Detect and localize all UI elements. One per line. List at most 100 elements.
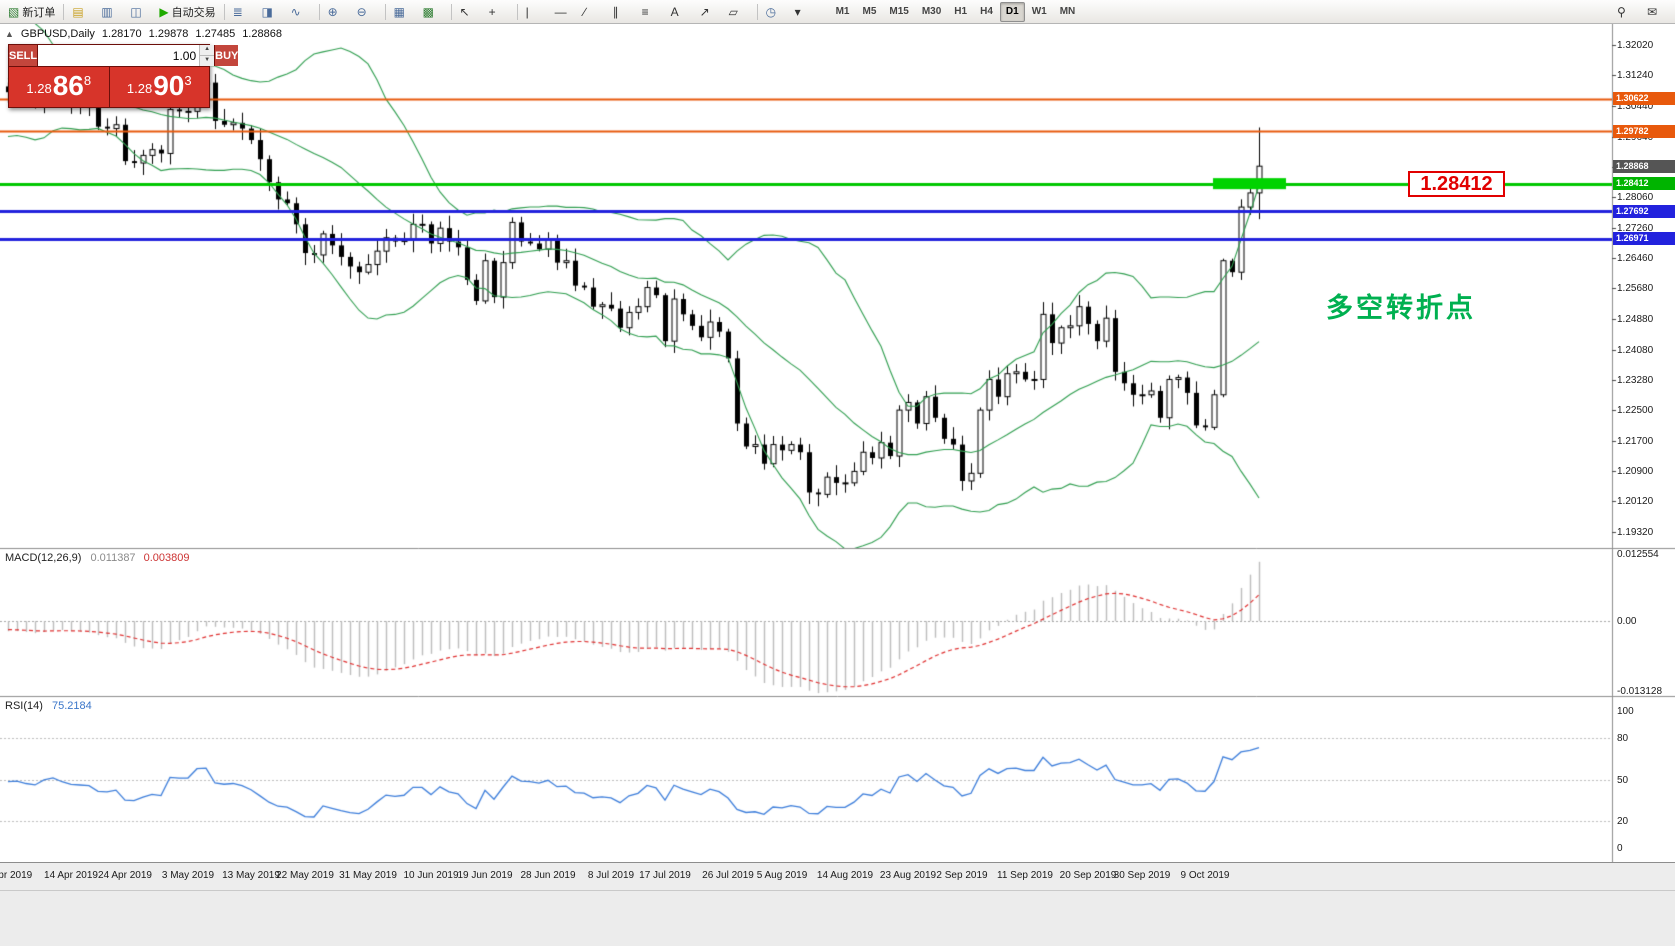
rsi-axis-label: 50 xyxy=(1617,774,1629,786)
ask-point: 3 xyxy=(184,73,192,88)
date-axis-label: 13 May 2019 xyxy=(222,870,280,881)
equidistant-channel-icon: ∥ xyxy=(612,4,619,19)
buy-button[interactable]: BUY xyxy=(214,45,239,66)
volume-down-button[interactable]: ▼ xyxy=(200,56,215,66)
zoom-in-button[interactable]: ⊕ xyxy=(324,1,352,23)
volume-up-button[interactable]: ▲ xyxy=(200,45,215,56)
timeframe-m1-button[interactable]: M1 xyxy=(835,5,850,17)
date-axis-label: 19 Jun 2019 xyxy=(457,870,513,881)
shapes-button[interactable]: ▱ xyxy=(725,1,753,23)
toolbar-separator xyxy=(384,3,386,20)
date-axis-label: 31 May 2019 xyxy=(339,870,397,881)
window-bottom-strip xyxy=(0,890,1675,946)
horizontal-line-button[interactable]: — xyxy=(551,1,579,23)
volume-input[interactable] xyxy=(38,45,200,66)
bar-chart-button[interactable]: ≣ xyxy=(229,1,257,23)
periods-button[interactable]: ◷ xyxy=(762,1,790,23)
date-axis-label: 17 Jul 2019 xyxy=(639,870,691,881)
volume-box: ▲ ▼ xyxy=(38,45,215,66)
ohlc-low: 1.27485 xyxy=(195,28,236,40)
toolbar-separator xyxy=(223,3,225,20)
data-window-icon: ◫ xyxy=(130,4,142,19)
date-axis-label: 8 Jul 2019 xyxy=(587,870,635,881)
toolbar-separator xyxy=(318,3,320,20)
indicators-icon: ▩ xyxy=(422,4,434,19)
indicators-button[interactable]: ▩ xyxy=(419,1,447,23)
date-axis-label: 9 Oct 2019 xyxy=(1180,870,1230,881)
template-button[interactable]: ▾ xyxy=(791,1,819,23)
autotrading-icon: ▶ xyxy=(159,4,169,19)
search-button[interactable]: ⚲ xyxy=(1613,1,1641,23)
zoom-out-button[interactable]: ⊖ xyxy=(353,1,381,23)
rsi-value: 75.2184 xyxy=(51,700,92,712)
ask-price-button[interactable]: 1.28 90 3 xyxy=(109,67,209,107)
date-axis-label: 30 Sep 2019 xyxy=(1113,870,1171,881)
cursor-button[interactable]: ↖ xyxy=(456,1,484,23)
timeframe-m5-button[interactable]: M5 xyxy=(862,5,877,17)
price-axis-label: 1.21700 xyxy=(1617,435,1654,447)
price-tag: 1.28868 xyxy=(1613,159,1675,173)
ohlc-high: 1.29878 xyxy=(148,28,189,40)
timeframe-m15-button[interactable]: M15 xyxy=(889,5,909,17)
bid-base: 1.28 xyxy=(26,81,52,96)
macd-main-value: 0.011387 xyxy=(90,552,136,564)
text-button[interactable]: A xyxy=(667,1,695,23)
toolbar-right-group: ⚲ ✉ xyxy=(1613,1,1671,23)
autotrading-button[interactable]: ▶ 自动交易 xyxy=(155,1,219,23)
price-axis-label: 1.20900 xyxy=(1617,466,1654,478)
macd-label: MACD(12,26,9) xyxy=(5,552,82,564)
date-axis-label: 5 Aug 2019 xyxy=(756,870,808,881)
equidistant-channel-button[interactable]: ∥ xyxy=(609,1,637,23)
arrows-icon: ↗ xyxy=(699,4,710,19)
timeframe-mn-button[interactable]: MN xyxy=(1059,5,1076,17)
trendline-button[interactable]: ∕ xyxy=(580,1,608,23)
line-chart-button[interactable]: ∿ xyxy=(287,1,315,23)
macd-axis-label: -0.013128 xyxy=(1617,686,1663,698)
data-window-button[interactable]: ◫ xyxy=(126,1,154,23)
crosshair-button[interactable]: + xyxy=(485,1,513,23)
cursor-icon: ↖ xyxy=(459,4,470,19)
rsi-label: RSI(14) xyxy=(5,700,43,712)
market-watch-button[interactable]: ▥ xyxy=(97,1,125,23)
price-axis-label: 1.28060 xyxy=(1617,192,1654,204)
timeframe-h4-button[interactable]: H4 xyxy=(980,5,993,17)
timeframe-d1-button[interactable]: D1 xyxy=(999,1,1025,22)
timeframe-m30-button[interactable]: M30 xyxy=(921,5,942,17)
price-axis-label: 1.32020 xyxy=(1617,40,1654,52)
turning-point-annotation: 多空转折点 xyxy=(1326,293,1476,323)
rsi-indicator-header: RSI(14) 75.2184 xyxy=(5,700,92,712)
template-icon: ▾ xyxy=(794,4,801,19)
new-order-button[interactable]: ▧ 新订单 xyxy=(4,1,59,23)
profiles-icon: ▤ xyxy=(72,4,84,19)
macd-signal-value: 0.003809 xyxy=(143,552,190,564)
ask-pips: 90 xyxy=(153,70,185,101)
candlestick-chart-button[interactable]: ◨ xyxy=(258,1,286,23)
ohlc-open: 1.28170 xyxy=(101,28,142,40)
date-axis-label: 28 Jun 2019 xyxy=(520,870,576,881)
timeframe-h1-button[interactable]: H1 xyxy=(954,5,968,17)
tile-windows-button[interactable]: ▦ xyxy=(390,1,418,23)
vertical-line-button[interactable]: | xyxy=(522,1,550,23)
date-axis-label: 4 Apr 2019 xyxy=(0,870,33,881)
macd-axis-label: 0.00 xyxy=(1617,616,1637,628)
profiles-button[interactable]: ▤ xyxy=(68,1,96,23)
toolbar-separator xyxy=(450,3,452,20)
new-message-button[interactable]: ✉ xyxy=(1643,1,1671,23)
chart-title: ▲ GBPUSD,Daily 1.28170 1.29878 1.27485 1… xyxy=(5,28,282,40)
arrows-button[interactable]: ↗ xyxy=(696,1,724,23)
timeframe-w1-button[interactable]: W1 xyxy=(1031,5,1047,17)
sell-button[interactable]: SELL xyxy=(9,45,39,66)
fibonacci-button[interactable]: ≡ xyxy=(638,1,666,23)
date-axis-label: 14 Aug 2019 xyxy=(816,870,874,881)
bid-pips: 86 xyxy=(52,70,84,101)
price-tag: 1.26971 xyxy=(1613,232,1675,246)
price-chart-canvas[interactable] xyxy=(0,24,1675,890)
date-axis-label: 24 Apr 2019 xyxy=(98,870,152,881)
date-axis-label: 23 Aug 2019 xyxy=(879,870,937,881)
bid-price-button[interactable]: 1.28 86 8 xyxy=(9,67,110,107)
rsi-axis-label: 0 xyxy=(1617,843,1623,855)
price-axis-label: 1.27260 xyxy=(1617,222,1654,234)
line-chart-icon: ∿ xyxy=(290,4,301,19)
horizontal-line-icon: — xyxy=(554,4,567,19)
date-axis-label: 10 Jun 2019 xyxy=(403,870,459,881)
